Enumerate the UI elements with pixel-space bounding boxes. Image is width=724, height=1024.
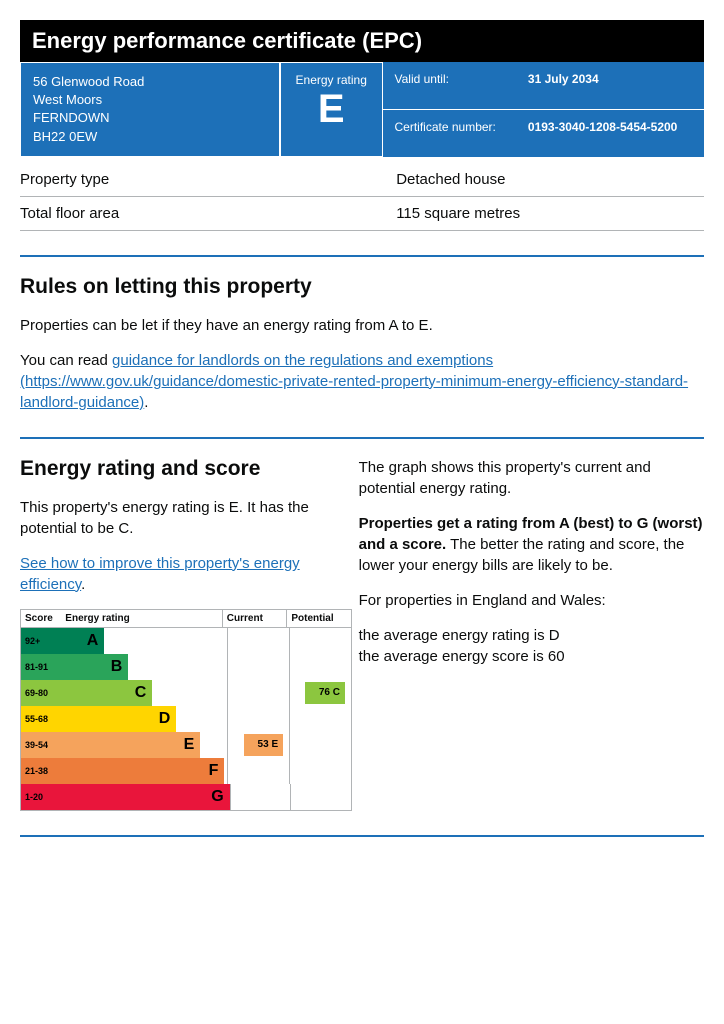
band-range: 55-68 (21, 706, 60, 732)
chart-header-score: Score (21, 610, 61, 627)
address-line2: West Moors (33, 91, 267, 109)
rules-p2: You can read guidance for landlords on t… (20, 350, 704, 413)
property-type-value: Detached house (396, 163, 704, 197)
rating-heading: Energy rating and score (20, 457, 335, 481)
address-line4: BH22 0EW (33, 128, 267, 146)
chart-header-rating: Energy rating (61, 610, 221, 627)
graph-p2: Properties get a rating from A (best) to… (359, 513, 704, 576)
avg-rating-text: the average energy rating is D (359, 627, 560, 644)
landlord-guidance-link[interactable]: guidance for landlords on the regulation… (20, 352, 688, 411)
improve-post: . (81, 576, 85, 593)
chart-header-current: Current (222, 610, 287, 627)
chart-row: 1-20G (21, 784, 351, 810)
section-divider (20, 437, 704, 439)
valid-until-label: Valid until: (383, 62, 516, 109)
band-bar: E (60, 732, 200, 758)
band-range: 69-80 (21, 680, 60, 706)
cert-number-label: Certificate number: (383, 110, 516, 157)
rating-p1: This property's energy rating is E. It h… (20, 497, 335, 539)
chart-row: 55-68D (21, 706, 351, 732)
potential-rating-tag: 76 C (305, 682, 345, 704)
band-bar: D (60, 706, 176, 732)
band-bar: B (60, 654, 128, 680)
chart-row: 81-91B (21, 654, 351, 680)
property-table: Property type Detached house Total floor… (20, 163, 704, 231)
current-rating-tag: 53 E (244, 734, 284, 756)
section-divider (20, 255, 704, 257)
property-type-label: Property type (20, 163, 396, 197)
cert-number-value: 0193-3040-1208-5454-5200 (516, 110, 704, 157)
rules-p2-pre: You can read (20, 352, 112, 369)
rating-chart: Score Energy rating Current Potential 92… (20, 609, 352, 811)
band-bar: F (60, 758, 224, 784)
band-range: 92+ (21, 628, 60, 654)
chart-header-potential: Potential (286, 610, 351, 627)
floor-area-label: Total floor area (20, 196, 396, 230)
chart-row: 21-38F (21, 758, 351, 784)
rules-p1: Properties can be let if they have an en… (20, 315, 704, 336)
rating-label: Energy rating (293, 73, 370, 87)
rules-heading: Rules on letting this property (20, 275, 704, 299)
graph-p3: For properties in England and Wales: (359, 590, 704, 611)
graph-p1: The graph shows this property's current … (359, 457, 704, 499)
rating-letter: E (293, 89, 370, 129)
band-range: 1-20 (21, 784, 60, 810)
certificate-header: 56 Glenwood Road West Moors FERNDOWN BH2… (20, 62, 704, 157)
chart-row: 69-80C 76 C (21, 680, 351, 706)
graph-p4: the average energy rating is D the avera… (359, 625, 704, 667)
page-title: Energy performance certificate (EPC) (20, 20, 704, 62)
cert-meta: Valid until: 31 July 2034 Certificate nu… (383, 62, 704, 157)
band-range: 39-54 (21, 732, 60, 758)
address-line1: 56 Glenwood Road (33, 73, 267, 91)
improve-efficiency-link[interactable]: See how to improve this property's energ… (20, 555, 300, 593)
band-range: 81-91 (21, 654, 60, 680)
address-line3: FERNDOWN (33, 109, 267, 127)
band-bar: A (60, 628, 104, 654)
band-bar: G (60, 784, 230, 810)
rules-p2-post: . (144, 394, 148, 411)
valid-until-value: 31 July 2034 (516, 62, 704, 109)
avg-score-text: the average energy score is 60 (359, 648, 565, 665)
chart-row: 92+A (21, 628, 351, 654)
chart-row: 39-54E 53 E (21, 732, 351, 758)
chart-body: 92+A81-91B69-80C76 C55-68D39-54E53 E21-3… (21, 628, 351, 810)
section-divider (20, 835, 704, 837)
rating-block: Energy rating E (280, 62, 383, 157)
band-range: 21-38 (21, 758, 60, 784)
address-block: 56 Glenwood Road West Moors FERNDOWN BH2… (20, 62, 280, 157)
floor-area-value: 115 square metres (396, 196, 704, 230)
band-bar: C (60, 680, 152, 706)
